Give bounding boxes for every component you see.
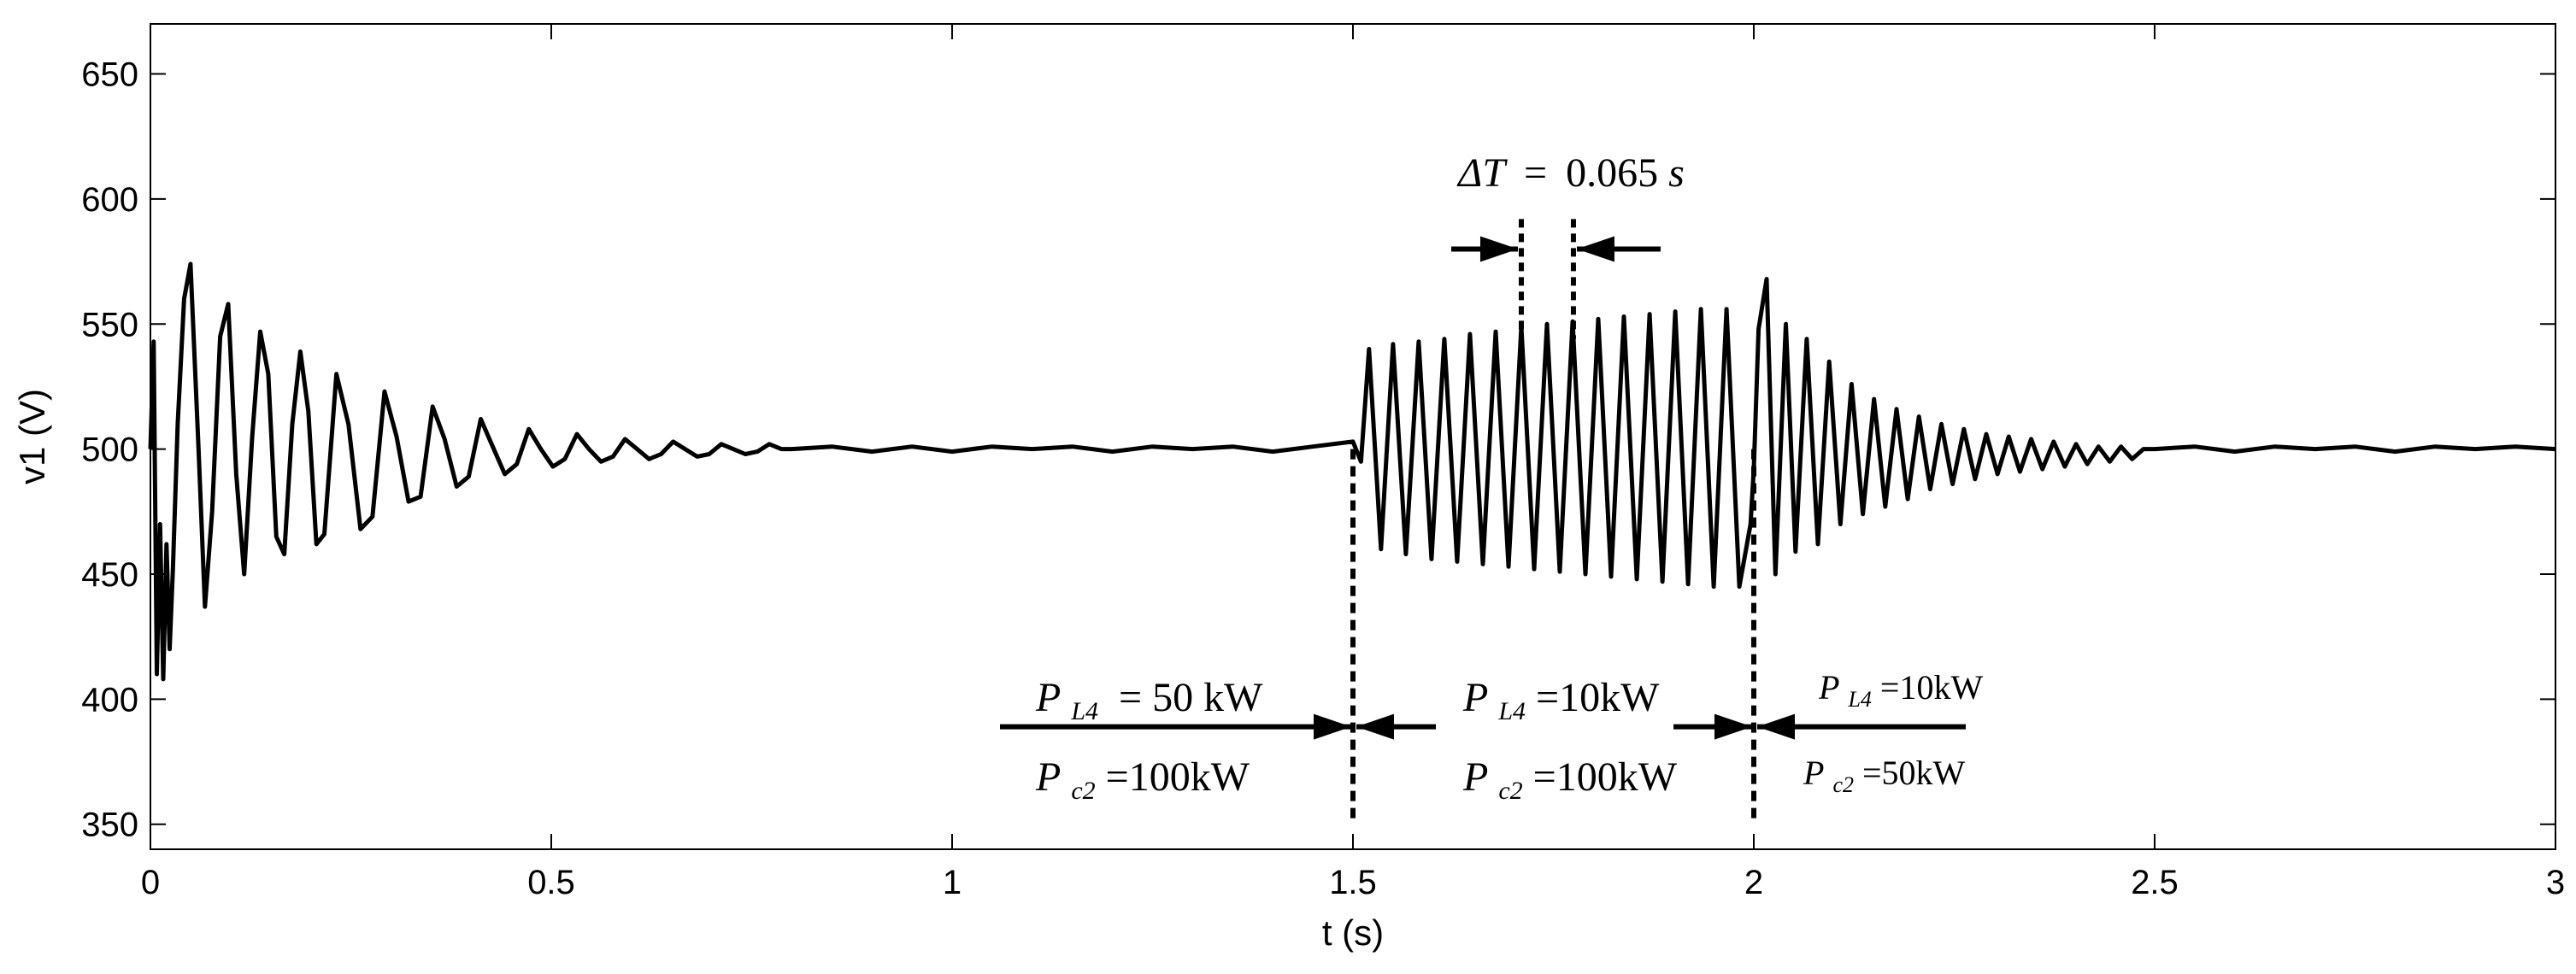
mid-c2-rhs: =100kW [1533,754,1678,800]
right-c2-rhs: =50kW [1862,754,1966,792]
y-tick-label: 500 [81,431,138,469]
x-tick-label: 2.5 [2131,864,2179,901]
left-load-label: P L4 = 50 kW [1035,675,1263,729]
mid-c2-label: P c2 =100kW [1462,754,1678,808]
delta-t-value: 0.065 [1566,150,1658,196]
delta-t-annotation: ΔT = 0.065 s [1456,150,1685,196]
series-layer [148,261,2556,682]
mid-c2-var: P [1462,754,1488,800]
x-axis-label: t (s) [1322,912,1384,953]
event-lines [1350,219,1756,819]
left-c2-rhs: =100kW [1106,754,1250,800]
x-tick-label: 0 [141,864,160,901]
left-c2-label: P c2 =100kW [1035,754,1250,808]
x-tick-label: 0.5 [527,864,575,901]
left-c2-var: P [1035,754,1061,800]
event2-arrow-right-head [1757,713,1795,740]
x-tick-label: 2 [1744,864,1763,901]
left-load-sub: L4 [1070,697,1098,725]
event2-arrow-left-head [1714,713,1752,740]
annotation-arrows [1000,236,1966,740]
mid-load-var: P [1462,675,1488,720]
right-c2-sub: c2 [1832,772,1854,797]
right-load-sub: L4 [1847,687,1871,712]
left-load-rhs: = 50 kW [1119,675,1263,720]
y-tick-label: 450 [81,556,138,594]
mid-c2-sub: c2 [1498,777,1522,805]
y-tick-label: 350 [81,807,138,844]
y-tick-label: 550 [81,306,138,343]
delta-t-unit: s [1668,150,1685,196]
y-tick-label: 400 [81,681,138,719]
event1-arrow-right-head [1356,713,1394,740]
event1-arrow-left-head [1314,713,1351,740]
left-load-var: P [1035,675,1061,720]
right-c2-var: P [1803,754,1824,792]
y-tick-label: 650 [81,56,138,94]
delta-t-eq: = [1524,150,1547,196]
y-tick-label: 600 [81,181,138,219]
series-line-0 [148,261,2556,682]
y-axis-label: v1 (V) [12,389,52,484]
right-load-var: P [1818,668,1839,707]
x-tick-label: 3 [2546,864,2565,901]
x-tick-label: 1.5 [1329,864,1377,901]
mid-load-label: P L4 =10kW [1462,675,1660,729]
y-tick-labels: 350 400 450 500 550 600 650 [81,56,138,844]
delta-t-lhs: ΔT [1456,150,1508,196]
mid-load-rhs: =10kW [1536,675,1660,720]
delta-t-arrow-left-head [1479,236,1518,262]
right-c2-label: P c2 =50kW [1803,754,1966,800]
right-load-label: P L4 =10kW [1818,668,1983,714]
mid-load-sub: L4 [1497,697,1526,725]
x-tick-labels: 0 0.5 1 1.5 2 2.5 3 [141,864,2565,901]
axis-ticks [150,24,2556,849]
delta-t-arrow-right-head [1576,236,1614,262]
left-c2-sub: c2 [1071,777,1095,805]
right-load-rhs: =10kW [1880,668,1984,707]
x-tick-label: 1 [943,864,962,901]
